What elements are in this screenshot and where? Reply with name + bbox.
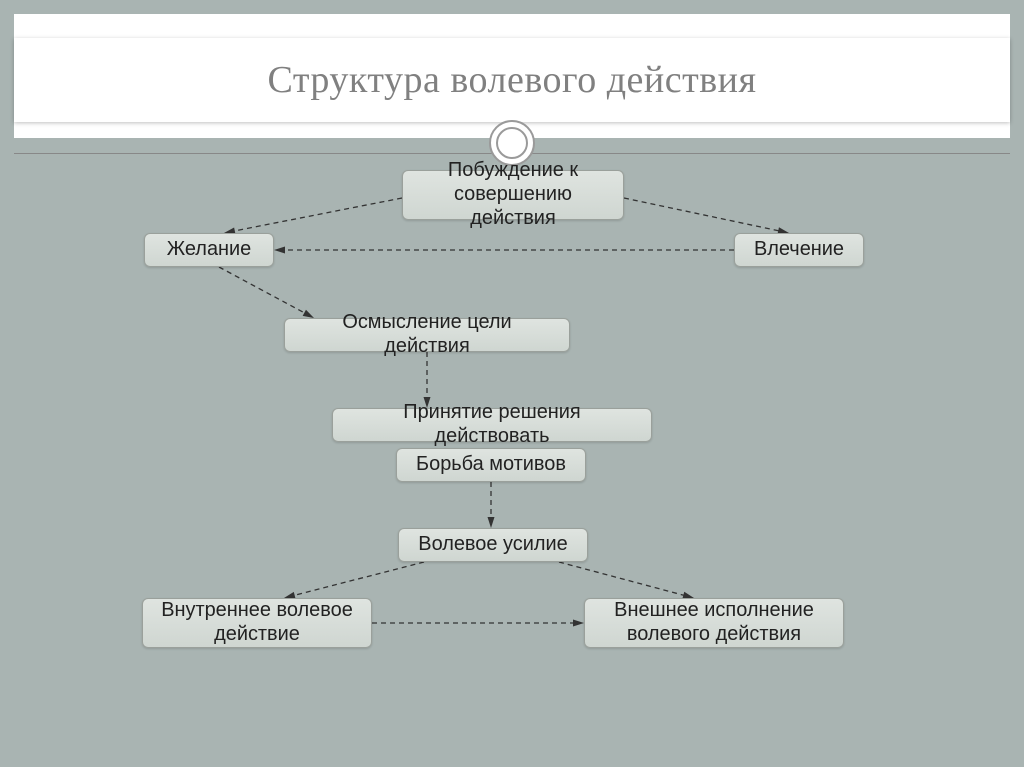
node-external: Внешнее исполнениеволевого действия bbox=[584, 598, 844, 648]
node-decide: Принятие решения действовать bbox=[332, 408, 652, 442]
edge-effort-internal bbox=[284, 562, 424, 599]
edge-incite-drive bbox=[624, 198, 789, 234]
node-sense: Осмысление цели действия bbox=[284, 318, 570, 352]
node-label: Внутреннее волевоедействие bbox=[161, 599, 353, 647]
node-label: Осмысление цели действия bbox=[299, 311, 555, 359]
slide: Структура волевого действия Побуждение к… bbox=[0, 0, 1024, 767]
node-label: Принятие решения действовать bbox=[347, 401, 637, 449]
node-label: Влечение bbox=[754, 238, 844, 262]
flowchart-diagram: Побуждение ксовершению действия Желание Вл… bbox=[14, 158, 1010, 753]
node-drive: Влечение bbox=[734, 233, 864, 267]
node-label: Борьба мотивов bbox=[416, 453, 566, 477]
title-band: Структура волевого действия bbox=[14, 38, 1010, 122]
edge-struggle-effort bbox=[488, 482, 495, 528]
node-label: Побуждение ксовершению действия bbox=[417, 159, 609, 231]
node-struggle: Борьба мотивов bbox=[396, 448, 586, 482]
edge-effort-external bbox=[559, 562, 694, 599]
edge-drive-wish bbox=[274, 247, 734, 254]
edge-incite-wish bbox=[224, 198, 402, 234]
node-wish: Желание bbox=[144, 233, 274, 267]
node-internal: Внутреннее волевоедействие bbox=[142, 598, 372, 648]
page-title: Структура волевого действия bbox=[268, 58, 757, 102]
edge-sense-decide bbox=[424, 352, 431, 408]
node-label: Волевое усилие bbox=[418, 533, 567, 557]
node-effort: Волевое усилие bbox=[398, 528, 588, 562]
node-incite: Побуждение ксовершению действия bbox=[402, 170, 624, 220]
node-label: Внешнее исполнениеволевого действия bbox=[614, 599, 814, 647]
edge-internal-external bbox=[372, 620, 584, 627]
node-label: Желание bbox=[167, 238, 252, 262]
